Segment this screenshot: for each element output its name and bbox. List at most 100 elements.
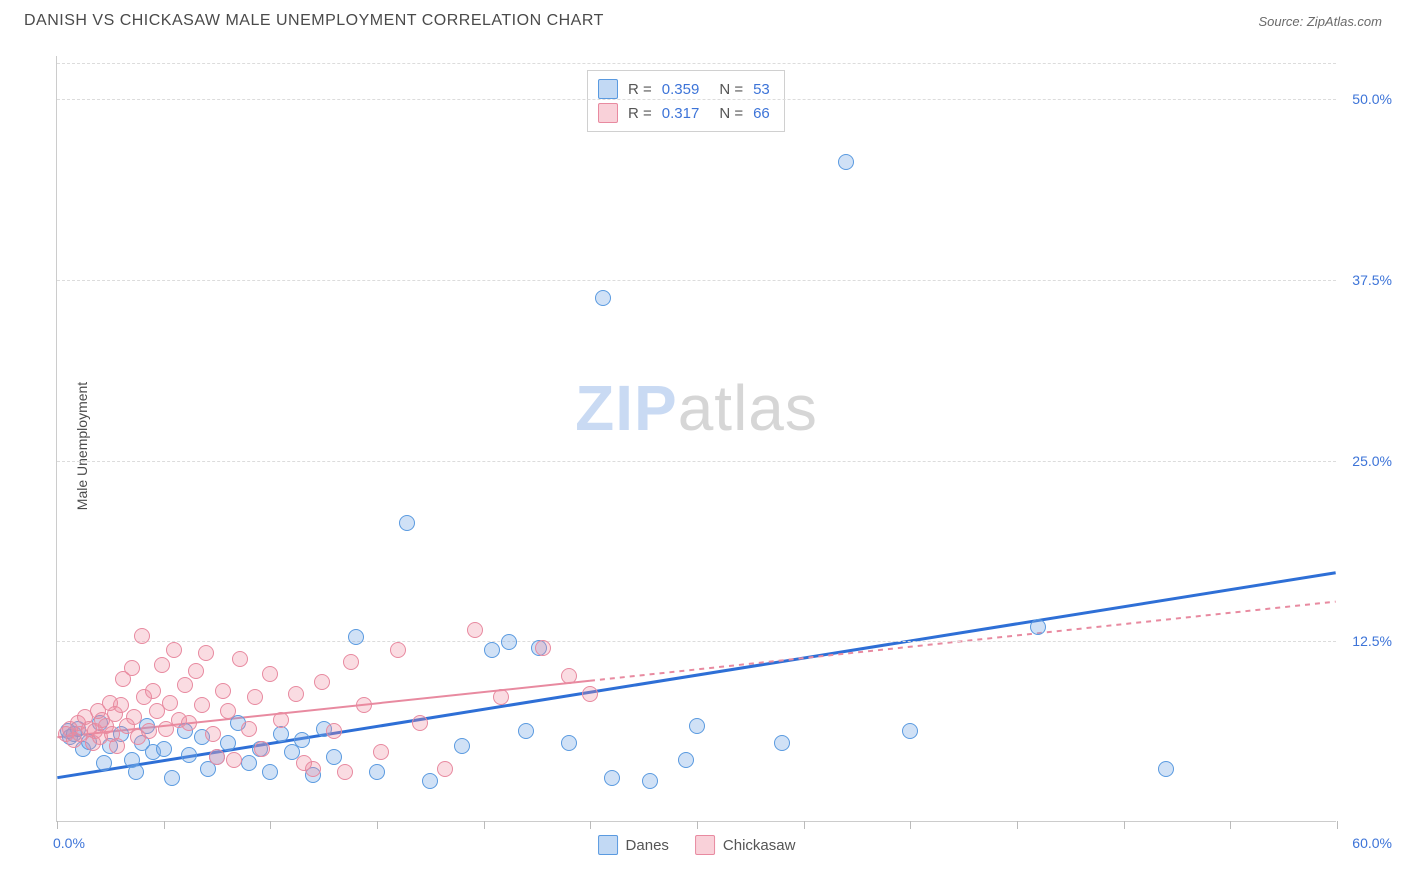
data-point bbox=[314, 674, 330, 690]
source-credit: Source: ZipAtlas.com bbox=[1258, 14, 1382, 29]
data-point bbox=[493, 689, 509, 705]
data-point bbox=[209, 749, 225, 765]
legend-row: R = 0.317 N = 66 bbox=[598, 101, 770, 125]
data-point bbox=[437, 761, 453, 777]
r-label: R = bbox=[628, 81, 652, 98]
data-point bbox=[678, 752, 694, 768]
data-point bbox=[262, 666, 278, 682]
data-point bbox=[774, 735, 790, 751]
data-point bbox=[247, 689, 263, 705]
watermark: ZIPatlas bbox=[575, 371, 818, 445]
r-label: R = bbox=[628, 105, 652, 122]
legend-swatch bbox=[695, 835, 715, 855]
data-point bbox=[294, 732, 310, 748]
chart-title: DANISH VS CHICKASAW MALE UNEMPLOYMENT CO… bbox=[24, 12, 604, 30]
r-value: 0.317 bbox=[662, 105, 700, 122]
y-tick-label: 50.0% bbox=[1352, 91, 1392, 107]
data-point bbox=[145, 683, 161, 699]
data-point bbox=[164, 770, 180, 786]
r-value: 0.359 bbox=[662, 81, 700, 98]
data-point bbox=[689, 718, 705, 734]
x-tick bbox=[804, 821, 805, 829]
n-value: 66 bbox=[753, 105, 770, 122]
data-point bbox=[356, 697, 372, 713]
data-point bbox=[194, 697, 210, 713]
data-point bbox=[902, 723, 918, 739]
data-point bbox=[156, 741, 172, 757]
data-point bbox=[181, 715, 197, 731]
legend-item: Danes bbox=[598, 835, 669, 855]
correlation-legend: R = 0.359 N = 53 R = 0.317 N = 66 bbox=[587, 70, 785, 132]
n-label: N = bbox=[719, 105, 743, 122]
plot-area: ZIPatlas R =0.359N =53R =0.317N =66 0.0%… bbox=[56, 56, 1336, 822]
data-point bbox=[501, 634, 517, 650]
legend-item: Chickasaw bbox=[695, 835, 796, 855]
data-point bbox=[128, 764, 144, 780]
x-axis-min-label: 0.0% bbox=[53, 835, 85, 851]
x-tick bbox=[1124, 821, 1125, 829]
data-point bbox=[582, 686, 598, 702]
data-point bbox=[126, 709, 142, 725]
legend-swatch bbox=[598, 103, 618, 123]
gridline bbox=[57, 641, 1336, 642]
y-tick-label: 25.0% bbox=[1352, 453, 1392, 469]
data-point bbox=[467, 622, 483, 638]
data-point bbox=[273, 726, 289, 742]
data-point bbox=[215, 683, 231, 699]
gridline bbox=[57, 99, 1336, 100]
n-value: 53 bbox=[753, 81, 770, 98]
data-point bbox=[181, 747, 197, 763]
data-point bbox=[241, 721, 257, 737]
data-point bbox=[390, 642, 406, 658]
legend-swatch bbox=[598, 835, 618, 855]
data-point bbox=[262, 764, 278, 780]
x-tick bbox=[1017, 821, 1018, 829]
data-point bbox=[642, 773, 658, 789]
data-point bbox=[154, 657, 170, 673]
data-point bbox=[96, 755, 112, 771]
x-tick bbox=[57, 821, 58, 829]
legend-row: R = 0.359 N = 53 bbox=[598, 77, 770, 101]
data-point bbox=[1030, 619, 1046, 635]
data-point bbox=[399, 515, 415, 531]
data-point bbox=[273, 712, 289, 728]
data-point bbox=[288, 686, 304, 702]
data-point bbox=[241, 755, 257, 771]
data-point bbox=[348, 629, 364, 645]
data-point bbox=[124, 660, 140, 676]
x-axis-max-label: 60.0% bbox=[1352, 835, 1392, 851]
data-point bbox=[838, 154, 854, 170]
data-point bbox=[454, 738, 470, 754]
data-point bbox=[220, 703, 236, 719]
data-point bbox=[220, 735, 236, 751]
legend-swatch bbox=[598, 79, 618, 99]
data-point bbox=[188, 663, 204, 679]
data-point bbox=[595, 290, 611, 306]
x-tick bbox=[1230, 821, 1231, 829]
data-point bbox=[326, 723, 342, 739]
data-point bbox=[166, 642, 182, 658]
data-point bbox=[141, 723, 157, 739]
x-tick bbox=[697, 821, 698, 829]
chart-container: Male Unemployment ZIPatlas R =0.359N =53… bbox=[46, 46, 1386, 846]
series-legend: Danes Chickasaw bbox=[598, 835, 796, 855]
data-point bbox=[109, 738, 125, 754]
data-point bbox=[305, 761, 321, 777]
data-point bbox=[604, 770, 620, 786]
y-tick-label: 12.5% bbox=[1352, 633, 1392, 649]
data-point bbox=[232, 651, 248, 667]
x-tick bbox=[270, 821, 271, 829]
data-point bbox=[561, 668, 577, 684]
data-point bbox=[226, 752, 242, 768]
data-point bbox=[134, 628, 150, 644]
legend-label: Chickasaw bbox=[723, 837, 796, 854]
data-point bbox=[518, 723, 534, 739]
x-tick bbox=[377, 821, 378, 829]
legend-label: Danes bbox=[626, 837, 669, 854]
data-point bbox=[535, 640, 551, 656]
data-point bbox=[162, 695, 178, 711]
data-point bbox=[205, 726, 221, 742]
n-label: N = bbox=[719, 81, 743, 98]
data-point bbox=[326, 749, 342, 765]
data-point bbox=[337, 764, 353, 780]
